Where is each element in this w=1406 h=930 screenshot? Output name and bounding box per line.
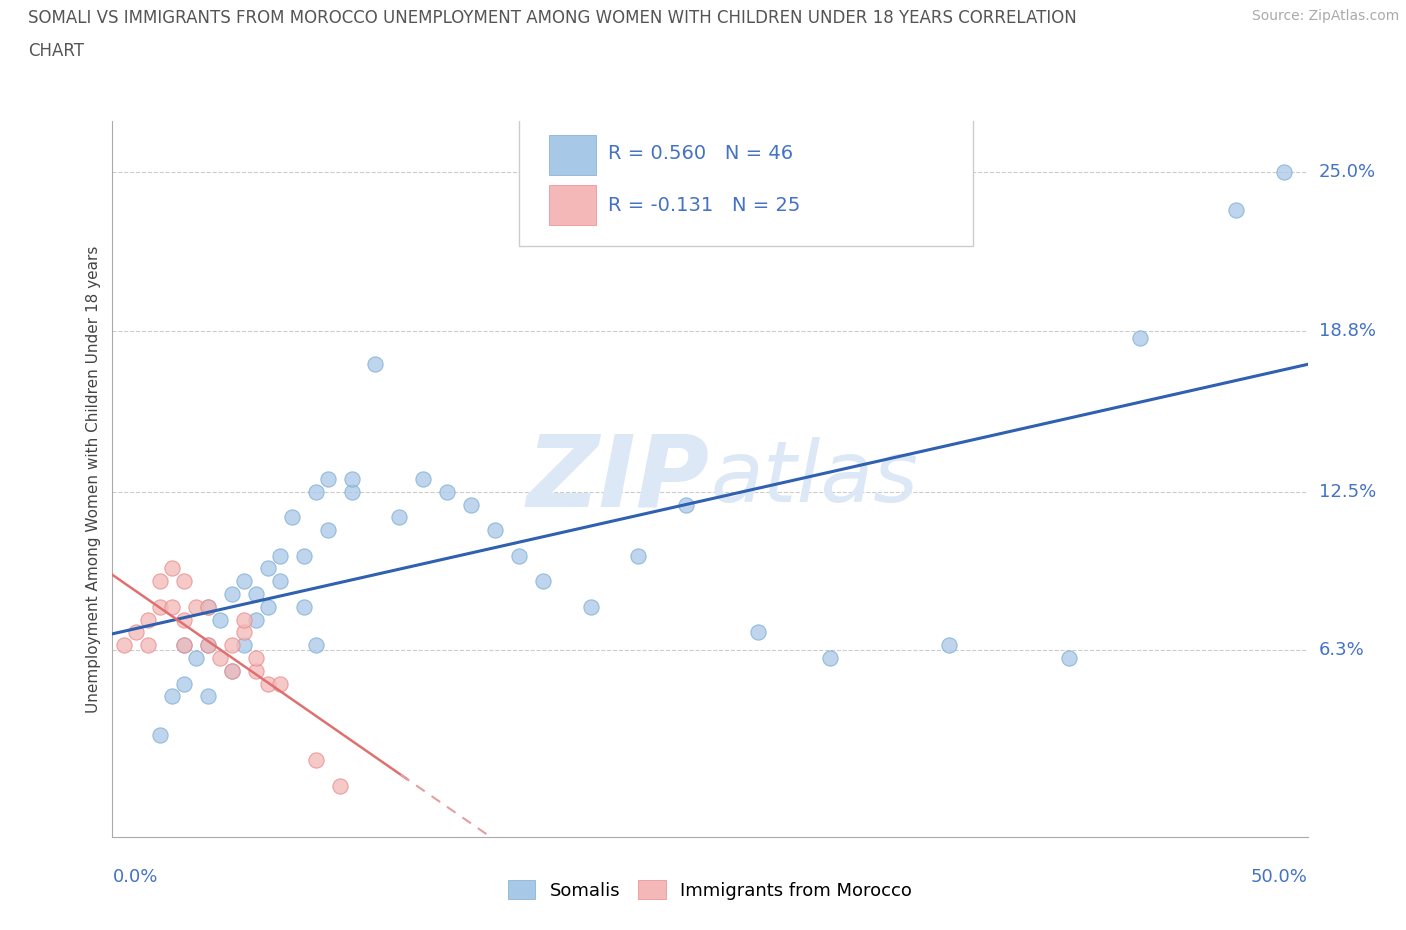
Point bbox=[162, 561, 183, 576]
Point bbox=[818, 651, 841, 666]
Point bbox=[173, 676, 195, 691]
Text: 6.3%: 6.3% bbox=[1319, 642, 1364, 659]
Point bbox=[173, 638, 195, 653]
Point bbox=[232, 574, 256, 589]
Point bbox=[149, 727, 172, 742]
Point bbox=[292, 549, 315, 564]
Point bbox=[114, 638, 135, 653]
Point bbox=[257, 600, 280, 615]
Point bbox=[149, 574, 172, 589]
Legend: Somalis, Immigrants from Morocco: Somalis, Immigrants from Morocco bbox=[501, 873, 920, 907]
Point bbox=[197, 600, 219, 615]
Text: SOMALI VS IMMIGRANTS FROM MOROCCO UNEMPLOYMENT AMONG WOMEN WITH CHILDREN UNDER 1: SOMALI VS IMMIGRANTS FROM MOROCCO UNEMPL… bbox=[28, 9, 1077, 27]
Point bbox=[364, 356, 387, 371]
Point bbox=[186, 651, 208, 666]
Point bbox=[304, 485, 326, 499]
Point bbox=[627, 549, 650, 564]
Point bbox=[197, 600, 219, 615]
Point bbox=[269, 574, 291, 589]
Point bbox=[304, 753, 326, 768]
Text: 18.8%: 18.8% bbox=[1319, 322, 1375, 339]
Text: 0.0%: 0.0% bbox=[112, 868, 157, 885]
Point bbox=[316, 523, 339, 538]
Point bbox=[245, 612, 267, 627]
Point bbox=[232, 612, 256, 627]
Point bbox=[328, 778, 352, 793]
Point bbox=[281, 510, 304, 525]
Point bbox=[388, 510, 411, 525]
Text: R = 0.560   N = 46: R = 0.560 N = 46 bbox=[609, 143, 793, 163]
Point bbox=[221, 663, 243, 678]
FancyBboxPatch shape bbox=[548, 185, 596, 225]
Point bbox=[460, 498, 482, 512]
Point bbox=[245, 663, 267, 678]
Point bbox=[484, 523, 506, 538]
Point bbox=[938, 638, 960, 653]
Point bbox=[304, 638, 326, 653]
Point bbox=[675, 498, 697, 512]
Text: ZIP: ZIP bbox=[527, 431, 710, 527]
Point bbox=[269, 549, 291, 564]
Point bbox=[162, 689, 183, 704]
Point bbox=[1225, 203, 1247, 218]
Text: R = -0.131   N = 25: R = -0.131 N = 25 bbox=[609, 196, 801, 215]
Point bbox=[316, 472, 339, 486]
Point bbox=[245, 587, 267, 602]
Point bbox=[1272, 165, 1295, 179]
Point bbox=[138, 612, 160, 627]
Point bbox=[269, 676, 291, 691]
Text: 25.0%: 25.0% bbox=[1319, 163, 1376, 181]
Point bbox=[221, 587, 243, 602]
Point bbox=[340, 472, 363, 486]
Point bbox=[173, 612, 195, 627]
Point bbox=[1129, 331, 1152, 346]
Point bbox=[436, 485, 458, 499]
Point bbox=[1057, 651, 1080, 666]
Text: Source: ZipAtlas.com: Source: ZipAtlas.com bbox=[1251, 9, 1399, 23]
Point bbox=[232, 638, 256, 653]
FancyBboxPatch shape bbox=[548, 135, 596, 175]
Point bbox=[221, 663, 243, 678]
Point bbox=[257, 676, 280, 691]
Point bbox=[162, 600, 183, 615]
Text: atlas: atlas bbox=[710, 437, 918, 521]
Point bbox=[221, 638, 243, 653]
Point bbox=[197, 638, 219, 653]
FancyBboxPatch shape bbox=[519, 113, 973, 246]
Point bbox=[208, 612, 231, 627]
Point bbox=[747, 625, 769, 640]
Point bbox=[149, 600, 172, 615]
Text: CHART: CHART bbox=[28, 42, 84, 60]
Point bbox=[197, 689, 219, 704]
Point bbox=[508, 549, 530, 564]
Point bbox=[292, 600, 315, 615]
Point bbox=[579, 600, 602, 615]
Point bbox=[412, 472, 434, 486]
Point bbox=[173, 638, 195, 653]
Point bbox=[208, 651, 231, 666]
Text: 50.0%: 50.0% bbox=[1251, 868, 1308, 885]
Y-axis label: Unemployment Among Women with Children Under 18 years: Unemployment Among Women with Children U… bbox=[86, 246, 101, 712]
Point bbox=[340, 485, 363, 499]
Point bbox=[197, 638, 219, 653]
Point bbox=[245, 651, 267, 666]
Point bbox=[186, 600, 208, 615]
Point bbox=[138, 638, 160, 653]
Point bbox=[173, 574, 195, 589]
Point bbox=[232, 625, 256, 640]
Point bbox=[531, 574, 554, 589]
Point bbox=[125, 625, 148, 640]
Point bbox=[257, 561, 280, 576]
Text: 12.5%: 12.5% bbox=[1319, 483, 1376, 500]
